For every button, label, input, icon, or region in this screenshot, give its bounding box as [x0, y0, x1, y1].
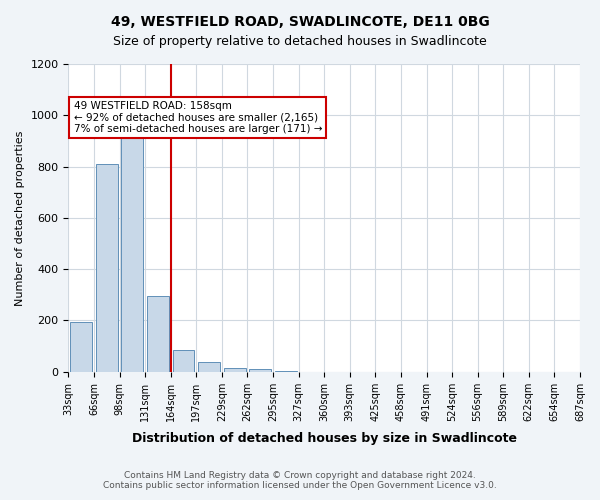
Text: Size of property relative to detached houses in Swadlincote: Size of property relative to detached ho… [113, 35, 487, 48]
Bar [121, 134, 143, 372]
Bar [224, 368, 245, 372]
Bar [275, 370, 297, 372]
Bar [147, 296, 169, 372]
Bar [70, 322, 92, 372]
Text: 49, WESTFIELD ROAD, SWADLINCOTE, DE11 0BG: 49, WESTFIELD ROAD, SWADLINCOTE, DE11 0B… [110, 15, 490, 29]
Text: 49 WESTFIELD ROAD: 158sqm
← 92% of detached houses are smaller (2,165)
7% of sem: 49 WESTFIELD ROAD: 158sqm ← 92% of detac… [74, 101, 322, 134]
Bar [96, 164, 118, 372]
Bar [173, 350, 194, 372]
Bar [250, 369, 271, 372]
Y-axis label: Number of detached properties: Number of detached properties [15, 130, 25, 306]
Bar [198, 362, 220, 372]
Text: Contains HM Land Registry data © Crown copyright and database right 2024.
Contai: Contains HM Land Registry data © Crown c… [103, 470, 497, 490]
X-axis label: Distribution of detached houses by size in Swadlincote: Distribution of detached houses by size … [132, 432, 517, 445]
